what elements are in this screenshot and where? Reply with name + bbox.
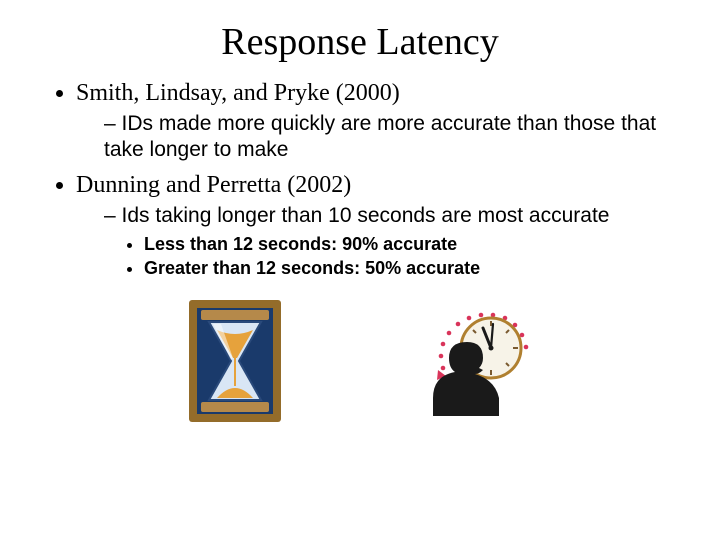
sub-sub-bullet-list: Less than 12 seconds: 90% accurate Great… xyxy=(104,233,680,280)
sub-sub-bullet-item: Greater than 12 seconds: 50% accurate xyxy=(144,257,680,280)
sub-bullet-text: IDs made more quickly are more accurate … xyxy=(104,112,656,161)
sub-bullet-item: Ids taking longer than 10 seconds are mo… xyxy=(104,203,680,280)
slide-title: Response Latency xyxy=(0,0,720,74)
person-clock-icon xyxy=(413,298,533,431)
bullet-text: Dunning and Perretta (2002) xyxy=(76,172,351,198)
sub-sub-bullet-item: Less than 12 seconds: 90% accurate xyxy=(144,233,680,256)
sub-bullet-list: Ids taking longer than 10 seconds are mo… xyxy=(76,203,680,280)
slide: Response Latency Smith, Lindsay, and Pry… xyxy=(0,0,720,540)
bullet-item: Dunning and Perretta (2002) Ids taking l… xyxy=(76,172,680,280)
bullet-list: Smith, Lindsay, and Pryke (2000) IDs mad… xyxy=(40,80,680,280)
bullet-item: Smith, Lindsay, and Pryke (2000) IDs mad… xyxy=(76,80,680,164)
sub-bullet-list: IDs made more quickly are more accurate … xyxy=(76,111,680,164)
image-row xyxy=(40,298,680,431)
sub-bullet-item: IDs made more quickly are more accurate … xyxy=(104,111,680,164)
slide-body: Smith, Lindsay, and Pryke (2000) IDs mad… xyxy=(0,80,720,431)
sub-bullet-text: Ids taking longer than 10 seconds are mo… xyxy=(122,204,610,227)
bullet-text: Smith, Lindsay, and Pryke (2000) xyxy=(76,80,400,106)
hourglass-icon xyxy=(187,298,283,431)
